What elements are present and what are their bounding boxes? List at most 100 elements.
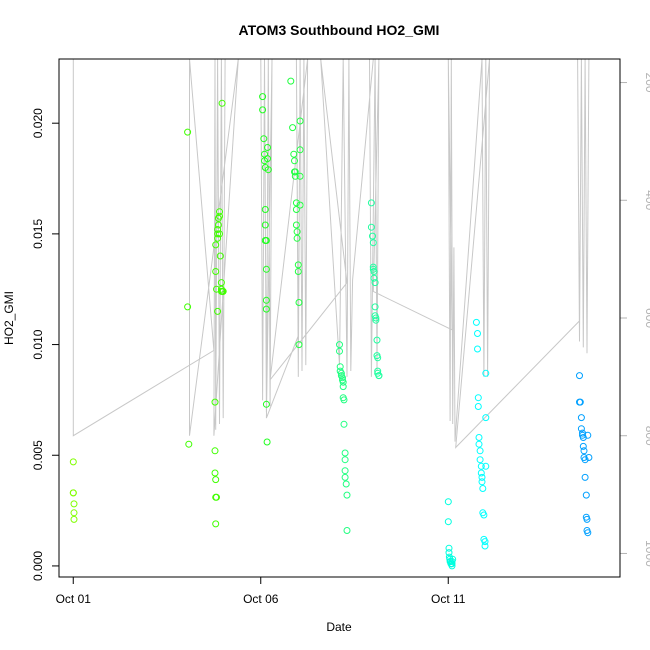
data-point	[262, 305, 270, 313]
chart-title: ATOM3 Southbound HO2_GMI	[239, 22, 440, 38]
data-point	[343, 527, 351, 534]
data-point	[261, 221, 269, 229]
y-axis-label: HO2_GMI	[2, 291, 16, 345]
data-point	[216, 212, 223, 220]
data-point	[212, 520, 220, 528]
data-point	[580, 447, 588, 455]
data-point	[577, 414, 585, 422]
data-point	[370, 274, 378, 282]
data-point	[448, 560, 456, 568]
data-point	[214, 221, 222, 229]
data-point	[336, 341, 343, 349]
data-point	[341, 467, 349, 475]
data-point	[371, 279, 379, 287]
right-tick-label: 800	[643, 426, 650, 446]
data-point	[259, 93, 267, 101]
data-point	[474, 403, 482, 410]
data-point	[291, 172, 299, 180]
x-tick-label: Oct 11	[431, 592, 466, 606]
data-point	[213, 493, 220, 501]
data-point	[211, 469, 219, 477]
data-point	[472, 318, 480, 326]
data-point	[339, 378, 347, 386]
data-point	[69, 489, 77, 497]
data-point	[581, 456, 589, 464]
data-point	[216, 252, 224, 260]
data-point	[262, 296, 270, 304]
data-point	[478, 473, 486, 481]
data-point	[340, 396, 348, 404]
data-point	[581, 473, 589, 481]
data-point	[449, 555, 457, 563]
data-point	[295, 299, 303, 306]
data-point	[70, 509, 78, 517]
y-tick-label: 0.000	[31, 551, 45, 581]
data-point	[184, 303, 192, 311]
data-point	[481, 542, 489, 550]
data-point	[294, 261, 302, 269]
x-tick-label: Oct 01	[56, 592, 92, 606]
data-point	[444, 498, 452, 506]
data-point	[263, 438, 271, 446]
data-point	[339, 374, 346, 382]
data-point	[577, 425, 585, 433]
data-point	[481, 538, 489, 546]
data-point	[339, 383, 347, 391]
data-point	[289, 124, 297, 132]
data-point	[212, 268, 220, 275]
data-point	[184, 128, 192, 136]
right-tick-label: 400	[643, 190, 650, 210]
data-point	[292, 221, 300, 229]
y-tick-label: 0.005	[31, 440, 45, 470]
data-point	[475, 440, 483, 448]
data-point	[370, 268, 378, 275]
data-point	[445, 544, 453, 552]
data-point	[445, 549, 453, 557]
data-point	[474, 394, 482, 402]
data-point	[367, 199, 375, 207]
data-point	[479, 485, 487, 492]
data-point	[579, 442, 587, 450]
data-point	[296, 201, 304, 209]
data-point	[340, 420, 348, 428]
data-point	[474, 345, 481, 353]
data-point	[585, 454, 593, 461]
data-point	[262, 237, 270, 244]
data-point	[478, 478, 486, 486]
data-point	[336, 347, 343, 355]
data-point	[482, 369, 490, 377]
data-point	[292, 199, 300, 207]
data-point	[475, 434, 483, 441]
data-point	[444, 518, 452, 526]
data-point	[264, 166, 272, 174]
data-point	[264, 155, 271, 163]
data-point	[374, 367, 382, 375]
data-point	[371, 303, 379, 311]
data-point	[293, 234, 301, 242]
data-point	[262, 400, 270, 408]
data-point	[69, 458, 77, 466]
data-point	[341, 473, 349, 481]
x-tick-label: Oct 06	[243, 592, 279, 606]
data-point	[480, 511, 488, 519]
data-point	[337, 369, 345, 377]
data-point	[296, 172, 304, 180]
right-tick-label: 200	[643, 73, 650, 93]
data-point	[476, 447, 484, 455]
data-point	[70, 500, 78, 508]
data-point	[260, 135, 268, 143]
y-tick-label: 0.015	[31, 219, 45, 249]
x-axis-label: Date	[326, 620, 352, 634]
data-point	[341, 449, 349, 457]
data-point	[583, 515, 591, 523]
data-point	[474, 330, 481, 337]
data-point	[448, 562, 456, 570]
data-point	[369, 239, 377, 247]
data-point	[70, 515, 78, 523]
data-point	[214, 226, 222, 233]
data-point	[341, 456, 349, 464]
data-point	[214, 234, 222, 242]
data-point	[336, 363, 344, 371]
plot-frame	[58, 58, 621, 578]
